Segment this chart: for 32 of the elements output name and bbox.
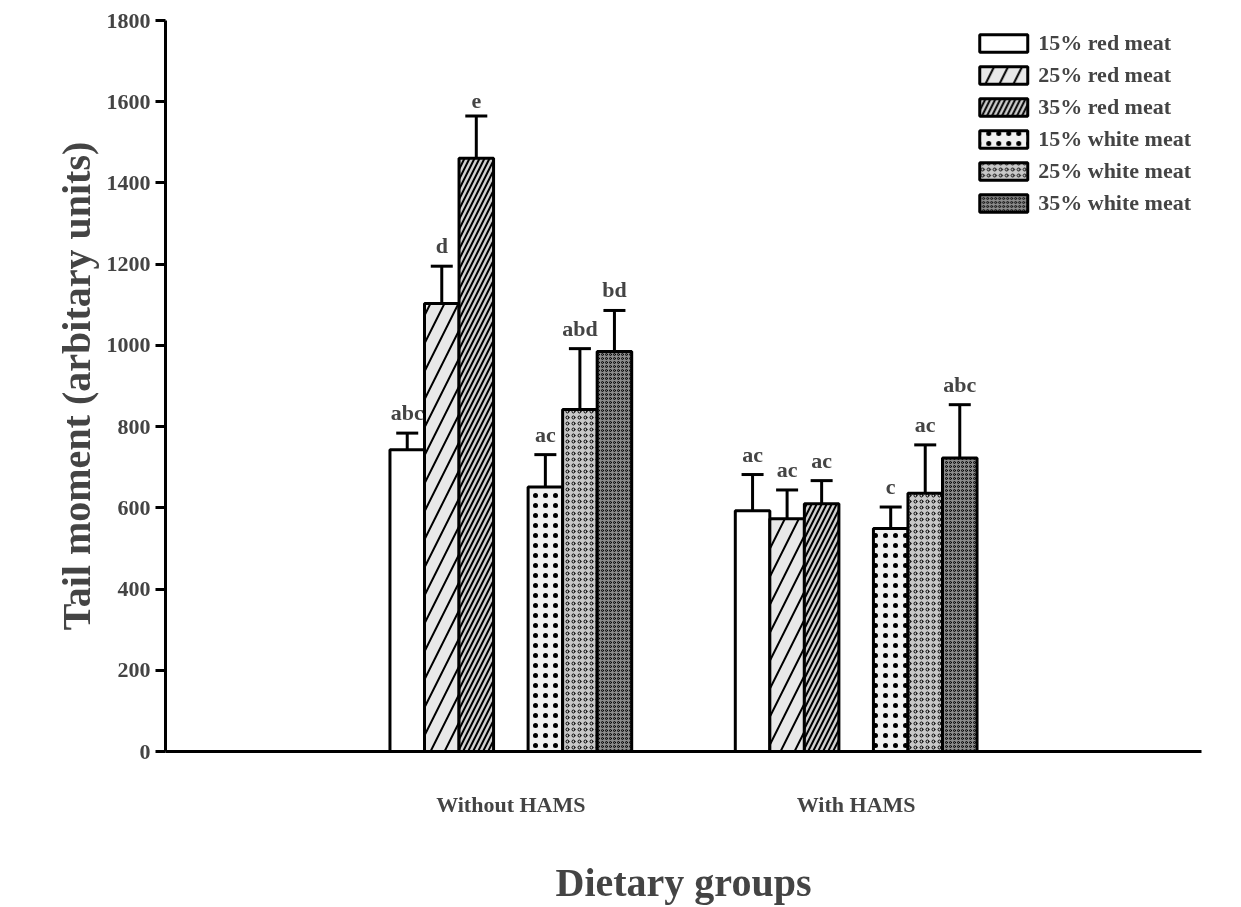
data-label: abd <box>562 315 598 341</box>
legend-label: 15% white meat <box>1038 126 1191 152</box>
y-tick-label: 400 <box>117 576 151 602</box>
y-tick-label: 1800 <box>106 7 151 33</box>
data-label: bd <box>602 277 627 303</box>
x-axis-title: Dietary groups <box>555 859 812 905</box>
data-label: abc <box>943 371 977 397</box>
y-tick-label: 0 <box>139 738 151 764</box>
y-tick-label: 1400 <box>106 169 151 195</box>
y-axis-title: Tail moment (arbitary units) <box>53 141 99 631</box>
data-label: e <box>471 87 482 113</box>
legend-label: 25% red meat <box>1038 62 1172 88</box>
legend-label: 25% white meat <box>1038 158 1191 184</box>
x-tick-label: Without HAMS <box>436 791 586 817</box>
legend-label: 15% red meat <box>1038 30 1172 56</box>
data-label: ac <box>914 411 936 437</box>
x-tick-label: With HAMS <box>796 791 916 817</box>
y-tick-label: 1000 <box>106 332 151 358</box>
data-label: ac <box>534 421 556 447</box>
legend-label: 35% white meat <box>1038 190 1191 216</box>
y-tick-label: 800 <box>117 413 151 439</box>
y-tick-label: 1600 <box>106 88 151 114</box>
data-label: ac <box>742 441 764 467</box>
y-tick-label: 1200 <box>106 251 151 277</box>
data-label: c <box>885 474 896 500</box>
y-tick-label: 600 <box>117 494 151 520</box>
data-label: ac <box>776 456 798 482</box>
data-label: ac <box>811 447 833 473</box>
data-label: abc <box>390 400 424 426</box>
data-label: d <box>435 233 448 259</box>
legend-label: 35% red meat <box>1038 94 1172 120</box>
y-tick-label: 200 <box>117 657 151 683</box>
